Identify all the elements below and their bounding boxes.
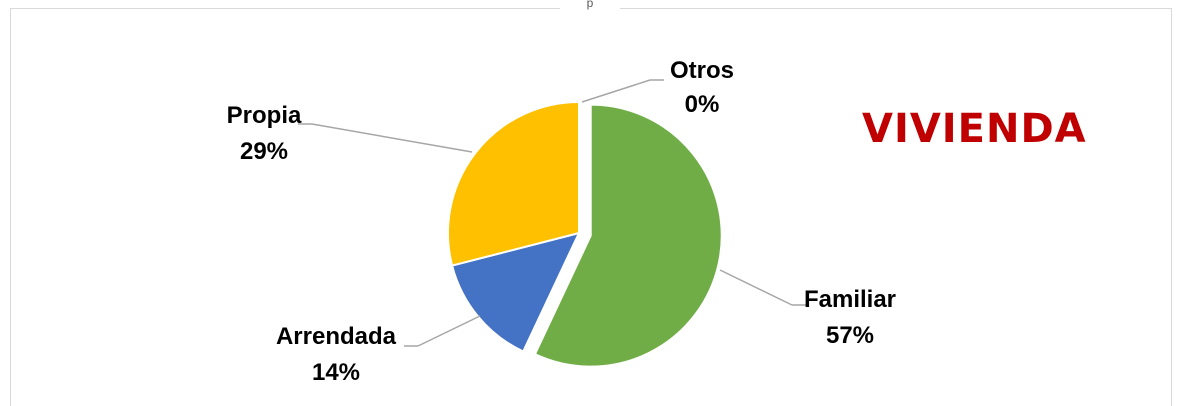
leader-lines	[298, 79, 806, 347]
pie-slice-familiar	[533, 103, 723, 368]
pie-slice-propia	[447, 100, 580, 267]
leader-line-familiar	[719, 269, 793, 306]
slice-percent-arrendada: 14%	[312, 359, 360, 386]
leader-line-otros	[581, 79, 651, 103]
pie-slices	[447, 100, 723, 368]
slice-name-propia: Propia	[227, 102, 302, 129]
chart-title: VIVIENDA	[862, 106, 1087, 152]
slice-percent-familiar: 57%	[826, 322, 874, 349]
top-text-fragment: p	[560, 0, 620, 10]
slice-name-otros: Otros	[670, 57, 734, 84]
leader-line-arrendada	[417, 315, 481, 347]
slice-name-familiar: Familiar	[804, 286, 896, 313]
slice-percent-propia: 29%	[240, 138, 288, 165]
slice-name-arrendada: Arrendada	[276, 323, 397, 350]
slice-percent-otros: 0%	[685, 91, 720, 118]
leader-line-propia	[311, 123, 473, 153]
slice-labels: Familiar 57% Arrendada 14% Propia 29% Otros 0%	[227, 57, 896, 386]
